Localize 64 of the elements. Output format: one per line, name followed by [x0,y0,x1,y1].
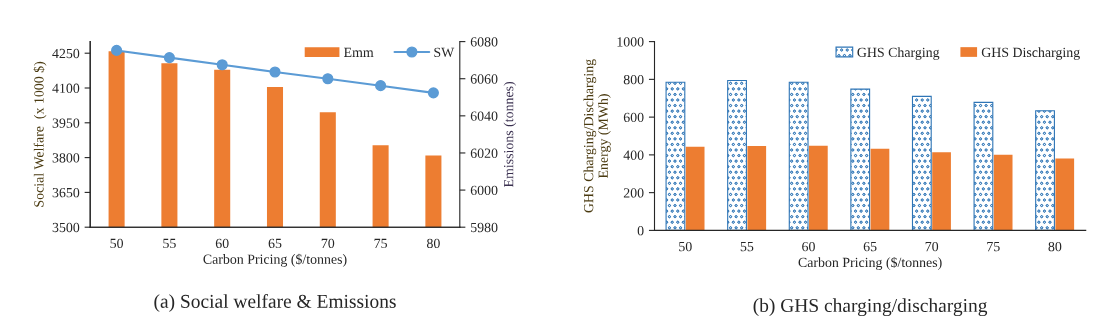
text: (a) Social welfare & Emissions [154,294,396,312]
y2-tick-label: 6000 [470,185,498,196]
text: (b) GHS charging/discharging [753,298,988,317]
point [163,52,175,64]
legend-label: SW [434,47,455,58]
y-axis-title: Social Welfare (x 1000 $) [33,61,47,207]
legend-label: GHS Charging [857,47,940,60]
x-tick-label: 70 [321,238,335,249]
bar [747,146,767,231]
y-tick-label: 4100 [52,83,80,93]
bar [1035,110,1055,231]
y2-tick-label: 5980 [471,222,498,233]
point [427,87,439,99]
y-tick-label: 4250 [52,48,80,59]
x-axis-title: Carbon Pricing ($/tonnes) [203,253,347,267]
x-tick-label: 50 [679,241,692,252]
y-tick-label: 200 [623,188,644,198]
bar [850,88,871,231]
y-tick-label: 1000 [617,37,644,47]
x-tick-label: 50 [110,238,124,249]
point [322,73,334,85]
y-tick-label: 400 [623,150,644,160]
legend-label: GHS Discharging [981,47,1080,60]
x-tick-label: 55 [163,238,176,249]
point [111,44,123,56]
y2-tick-label: 6040 [470,111,498,121]
bar [1055,158,1075,231]
bar [727,79,747,231]
point [375,80,387,92]
x-tick-label: 65 [268,238,282,249]
x-tick-label: 80 [426,238,440,249]
x-axis-title: Carbon Pricing ($/tonnes) [798,256,942,270]
x-tick-label: 60 [802,241,815,252]
y-tick-label: 3800 [52,153,80,163]
x-tick-label: 80 [1048,241,1062,252]
x-tick-label: 55 [740,242,754,252]
y2-tick-label: 6020 [470,148,498,158]
x-tick-label: 75 [987,242,1000,252]
bar [685,146,705,231]
bar [870,148,890,231]
bar [788,81,809,231]
y2-axis-title: Emissions (tonnes) [503,81,517,188]
y-tick-label: 3500 [52,222,80,233]
bar [932,152,951,231]
y2-tick-label: 6080 [470,37,498,47]
y-tick-label: 800 [623,74,644,85]
point [216,59,228,71]
bar [665,81,686,231]
y-tick-label: 3950 [52,118,80,128]
bar [911,95,932,231]
x-tick-label: 75 [374,238,387,249]
x-tick-label: 65 [863,241,877,252]
bar [973,101,994,231]
y-axis-title: GHS Charging/Discharging Energy (MWh) [583,59,611,213]
y-tick-label: 600 [623,112,644,123]
bar [993,154,1013,231]
y-tick-label: 0 [637,225,644,236]
point [269,66,281,78]
legend-label: Emm [344,47,374,57]
y2-tick-label: 6060 [470,74,498,84]
y-tick-label: 3650 [52,187,80,198]
x-tick-label: 70 [925,241,939,252]
bar [808,145,828,231]
x-tick-label: 60 [215,238,229,249]
